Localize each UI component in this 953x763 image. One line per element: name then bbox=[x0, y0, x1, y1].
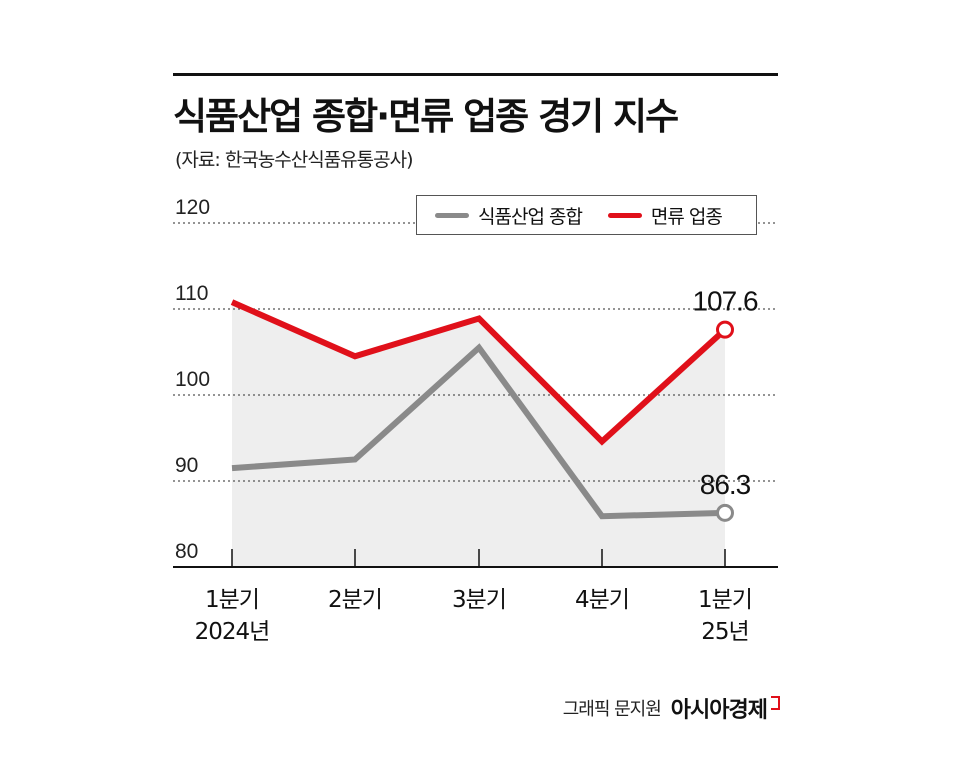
chart-legend: 식품산업 종합 면류 업종 bbox=[416, 195, 757, 235]
x-tick-label: 3분기 bbox=[452, 587, 506, 613]
chart-source: (자료: 한국농수산식품유통공사) bbox=[175, 149, 414, 171]
x-tick-label: 1분기 bbox=[698, 587, 752, 613]
legend-swatch-noodle bbox=[607, 212, 642, 218]
x-tick-label: 1분기 bbox=[205, 587, 259, 613]
data-label-total: 86.3 bbox=[700, 469, 751, 500]
series-line-noodle bbox=[230, 299, 728, 446]
brand-logo: 아시아경제 bbox=[670, 698, 768, 723]
legend-swatch-total bbox=[435, 212, 469, 218]
end-point-noodle bbox=[716, 320, 734, 339]
title-rule bbox=[173, 73, 778, 76]
y-tick-label: 90 bbox=[175, 454, 198, 477]
area-fill bbox=[232, 302, 725, 567]
y-tick-label: 80 bbox=[175, 540, 198, 563]
x-tick-label: 2024년 bbox=[195, 619, 270, 645]
series-line-total bbox=[231, 343, 726, 520]
legend-item-total: 식품산업 종합 bbox=[435, 202, 583, 229]
legend-item-noodle: 면류 업종 bbox=[607, 202, 723, 229]
chart-title: 식품산업 종합·면류 업종 경기 지수 bbox=[173, 95, 679, 138]
x-tick-label: 2분기 bbox=[328, 587, 382, 613]
y-tick-label: 120 bbox=[175, 196, 210, 219]
credit: 그래픽 문지원 아시아경제 bbox=[563, 692, 780, 724]
credit-text: 그래픽 문지원 bbox=[562, 699, 662, 720]
x-tick-label: 4분기 bbox=[575, 587, 629, 613]
legend-label-total: 식품산업 종합 bbox=[478, 205, 583, 228]
data-label-noodle: 107.6 bbox=[692, 286, 757, 317]
brand-mark-icon bbox=[771, 696, 780, 710]
x-tick-label: 25년 bbox=[701, 619, 748, 645]
y-tick-label: 100 bbox=[175, 368, 210, 391]
end-point-total bbox=[716, 503, 734, 522]
y-tick-label: 110 bbox=[175, 282, 208, 305]
legend-label-noodle: 면류 업종 bbox=[650, 205, 723, 228]
